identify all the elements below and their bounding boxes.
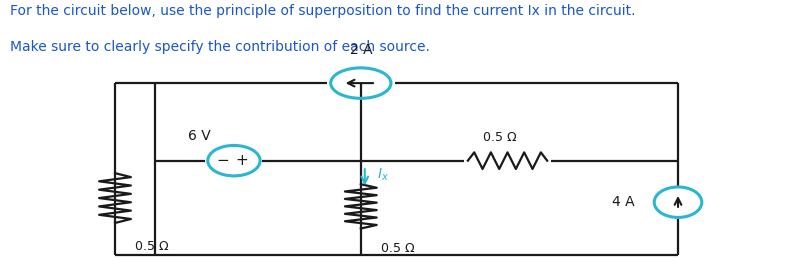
Text: +: + xyxy=(236,153,248,168)
Text: 0.5 Ω: 0.5 Ω xyxy=(381,242,414,255)
Text: −: − xyxy=(216,153,229,168)
Text: 4 A: 4 A xyxy=(611,195,634,209)
Text: 0.5 Ω: 0.5 Ω xyxy=(483,131,516,144)
Text: 6 V: 6 V xyxy=(189,129,211,143)
Text: 0.5 Ω: 0.5 Ω xyxy=(135,240,168,253)
Text: $\mathit{I}_x$: $\mathit{I}_x$ xyxy=(377,166,389,183)
Text: 2 A: 2 A xyxy=(350,43,372,57)
Text: Make sure to clearly specify the contribution of each source.: Make sure to clearly specify the contrib… xyxy=(10,40,430,54)
Text: For the circuit below, use the principle of superposition to find the current Ix: For the circuit below, use the principle… xyxy=(10,4,636,18)
